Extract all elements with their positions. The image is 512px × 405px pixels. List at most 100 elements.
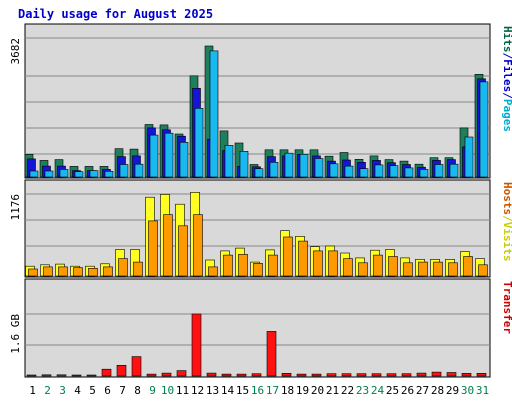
bar-pages-day-25 [389,165,399,178]
bar-transfer-day-21 [326,373,337,377]
bar-hosts-day-31 [478,264,488,277]
side-label-part: / [501,53,512,60]
side-label-part: / [501,92,512,99]
x-tick-label-20: 20 [311,384,324,397]
bar-pages-day-14 [224,145,234,178]
panel-side-label: Hosts/Visits [501,182,512,262]
bar-transfer-day-27 [416,372,427,377]
bar-pages-day-31 [479,81,489,178]
x-tick-label-9: 9 [149,384,156,397]
bar-transfer-day-17 [266,331,277,377]
x-tick-label-1: 1 [29,384,36,397]
bar-pages-day-10 [164,132,174,178]
bar-transfer-day-29 [446,372,457,377]
y-axis-max-label: 1.6 GB [9,314,22,354]
bar-pages-day-1 [29,170,39,178]
bar-hosts-day-16 [253,263,263,277]
x-tick-label-21: 21 [326,384,339,397]
bar-pages-day-2 [44,170,54,178]
bar-hosts-day-20 [313,250,323,277]
bar-pages-day-27 [419,169,429,178]
bar-transfer-day-12 [191,313,202,377]
bar-hosts-day-18 [283,236,293,277]
x-tick-label-26: 26 [401,384,414,397]
bar-pages-day-5 [89,170,99,178]
x-tick-label-29: 29 [446,384,459,397]
bar-pages-day-3 [59,169,69,178]
bar-transfer-day-23 [356,373,367,377]
x-tick-label-25: 25 [386,384,399,397]
bar-transfer-day-9 [146,373,157,377]
x-tick-label-31: 31 [476,384,489,397]
bar-hosts-day-12 [193,214,203,277]
x-axis-labels: 1 2 3 4 5 6 7 8 9 10 11 12 13 14 15 16 17 18 19 20 21 22 23 24 2… [29,384,489,397]
x-tick-label-22: 22 [341,384,354,397]
x-tick-label-23: 23 [356,384,369,397]
bar-transfer-day-25 [386,373,397,377]
bar-pages-day-21 [329,163,339,178]
x-tick-label-18: 18 [281,384,294,397]
panel-background [24,278,491,378]
bar-hosts-day-28 [433,261,443,277]
x-tick-label-8: 8 [134,384,141,397]
x-tick-label-14: 14 [221,384,235,397]
bar-hosts-day-5 [88,267,98,277]
bar-hosts-day-23 [358,262,368,277]
x-tick-label-27: 27 [416,384,429,397]
bar-transfer-day-5 [86,374,97,377]
x-tick-label-30: 30 [461,384,474,397]
panel-side-label: Transfer [501,281,512,334]
bar-transfer-day-14 [221,373,232,377]
x-tick-label-11: 11 [176,384,189,397]
bar-pages-day-9 [149,134,159,178]
bar-transfer-day-16 [251,373,262,377]
panel-hosts-visits: 1176 Hosts/Visits [9,179,512,278]
x-tick-label-16: 16 [251,384,264,397]
x-tick-label-15: 15 [236,384,249,397]
bar-transfer-day-2 [41,374,52,377]
x-tick-label-4: 4 [74,384,81,397]
x-tick-label-6: 6 [104,384,111,397]
x-tick-label-28: 28 [431,384,444,397]
bar-transfer-day-19 [296,373,307,377]
bar-hosts-day-9 [148,220,158,277]
bar-hosts-day-26 [403,262,413,277]
bar-hosts-day-27 [418,261,428,277]
side-label-part: Transfer [501,281,512,334]
panel-side-label: Hits/Files/Pages [501,26,512,132]
bar-hosts-day-30 [463,256,473,277]
panel-background [24,179,491,278]
bar-transfer-day-3 [56,374,67,377]
bar-hosts-day-22 [343,258,353,277]
bar-pages-day-28 [434,164,444,178]
bar-hosts-day-8 [133,261,143,277]
bar-transfer-day-4 [71,374,82,377]
bar-pages-day-20 [314,158,324,178]
bar-hosts-day-29 [448,262,458,277]
bar-pages-day-4 [74,171,84,178]
bar-hosts-day-7 [118,258,128,277]
bar-pages-day-7 [119,164,129,178]
x-tick-label-5: 5 [89,384,96,397]
bar-transfer-day-22 [341,373,352,377]
bar-transfer-day-11 [176,370,187,377]
bar-hosts-day-10 [163,214,173,277]
panel-transfer: 1.6 GB Transfer [9,278,512,378]
bar-hosts-day-25 [388,256,398,277]
side-label-part: Files [501,59,512,92]
bar-pages-day-18 [284,152,294,178]
bar-transfer-day-30 [461,372,472,377]
bar-hosts-day-24 [373,254,383,277]
bar-pages-day-13 [209,50,219,178]
bar-pages-day-29 [449,163,459,178]
bar-transfer-day-26 [401,373,412,377]
bar-transfer-day-8 [131,356,142,377]
bar-hosts-day-2 [43,266,53,277]
bar-hosts-day-19 [298,240,308,277]
bar-transfer-day-18 [281,372,292,377]
bar-transfer-day-31 [476,372,487,377]
x-tick-label-17: 17 [266,384,279,397]
bar-pages-day-8 [134,163,144,178]
bar-transfer-day-24 [371,373,382,377]
bar-pages-day-22 [344,165,354,178]
